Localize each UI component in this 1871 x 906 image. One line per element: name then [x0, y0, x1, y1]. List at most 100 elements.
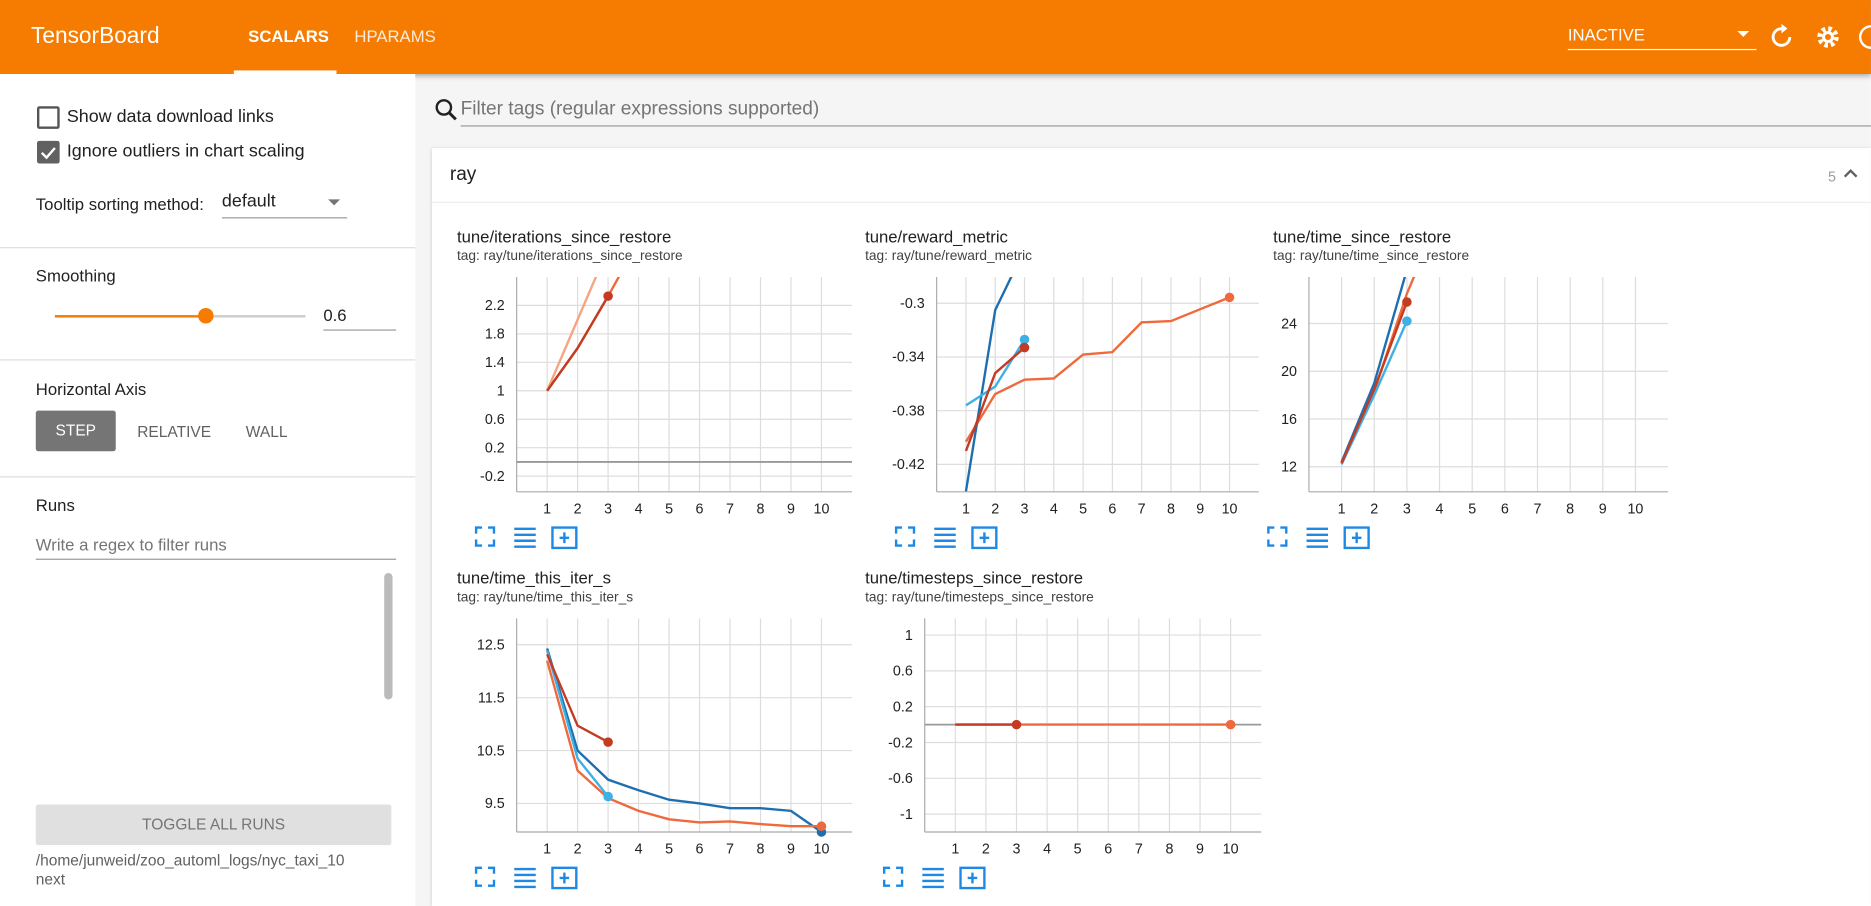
- status-select[interactable]: INACTIVE: [1567, 25, 1757, 51]
- series-point: [1225, 719, 1236, 730]
- y-tick-label: -0.42: [892, 457, 925, 473]
- checkbox[interactable]: [36, 106, 60, 129]
- series-point: [603, 291, 613, 301]
- run-filter[interactable]: Write a regex to filter runs: [35, 535, 397, 560]
- x-tick-label: 6: [696, 841, 704, 857]
- tab[interactable]: SCALARS: [248, 26, 329, 46]
- y-tick-label: -0.3: [900, 296, 925, 312]
- slider-track[interactable]: [54, 307, 306, 324]
- x-tick-label: 7: [1138, 501, 1146, 517]
- fit-domain-button[interactable]: [959, 866, 986, 890]
- series-point: [603, 737, 613, 747]
- toggle-log-button[interactable]: [922, 867, 944, 889]
- x-tick-label: 1: [543, 841, 551, 857]
- chart: tune/timesteps_since_restore tag: ray/tun…: [865, 569, 1262, 890]
- x-tick-label: 2: [982, 841, 990, 857]
- smoothing-input[interactable]: 0.6: [323, 306, 397, 331]
- group-name: ray: [449, 164, 477, 186]
- x-tick-label: 1: [962, 501, 970, 517]
- fit-domain-button[interactable]: [551, 526, 578, 550]
- toggle-log-button[interactable]: [934, 527, 956, 548]
- x-tick-label: 8: [757, 841, 765, 857]
- series-line: [964, 296, 1230, 443]
- series-point: [816, 821, 827, 831]
- x-tick-label: 8: [1165, 841, 1173, 857]
- icon-stroke: [882, 866, 904, 887]
- checkbox-checked[interactable]: [36, 140, 60, 164]
- icon-stroke: [971, 526, 998, 550]
- tooltip-select[interactable]: default: [221, 190, 348, 219]
- fullscreen-button[interactable]: [894, 526, 916, 547]
- x-tick-label: 6: [1501, 501, 1509, 517]
- x-tick-label: 3: [1021, 501, 1029, 517]
- section-label: Smoothing: [35, 266, 116, 286]
- axis-button-active[interactable]: STEP: [35, 410, 116, 452]
- collapse-icon[interactable]: [1842, 167, 1859, 179]
- y-tick-label: 0.6: [893, 664, 913, 680]
- dropdown-arrow: [1737, 31, 1750, 43]
- x-tick-label: 10: [1223, 841, 1239, 857]
- y-tick-label: -0.34: [892, 350, 925, 366]
- axis-button[interactable]: WALL: [245, 422, 288, 441]
- chart-toolbar: [474, 526, 578, 550]
- tag-filter[interactable]: Filter tags (regular expressions support…: [460, 99, 1871, 127]
- toggle-log-button[interactable]: [514, 867, 536, 889]
- toggle-log-button[interactable]: [1306, 527, 1329, 548]
- x-tick-label: 4: [1436, 501, 1444, 517]
- x-tick-label: 5: [1468, 501, 1476, 517]
- icon-stroke: [551, 866, 578, 890]
- fullscreen-button[interactable]: [882, 866, 904, 887]
- axis-button[interactable]: RELATIVE: [137, 422, 212, 441]
- tooltip-value: default: [221, 190, 276, 212]
- chart: tune/iterations_since_restore tag: ray/tu…: [457, 227, 852, 550]
- tab[interactable]: HPARAMS: [354, 26, 436, 46]
- chart-subtitle: tag: ray/tune/time_this_iter_s: [457, 590, 633, 605]
- series-point: [1402, 297, 1412, 307]
- x-tick-label: 4: [635, 841, 643, 857]
- x-tick-label: 10: [814, 501, 830, 517]
- slider-knob[interactable]: [198, 307, 214, 324]
- fit-domain-button[interactable]: [1343, 526, 1370, 550]
- reload-icon[interactable]: [1768, 23, 1794, 50]
- chart-title: tune/iterations_since_restore: [457, 227, 671, 246]
- x-tick-label: 3: [604, 841, 612, 857]
- x-tick-label: 10: [1627, 501, 1643, 517]
- x-tick-label: 7: [726, 501, 734, 517]
- fullscreen-button[interactable]: [1267, 526, 1288, 547]
- group-count: 5: [1827, 168, 1836, 186]
- icon-stroke: [474, 866, 496, 887]
- chart-title: tune/time_this_iter_s: [457, 569, 611, 588]
- x-tick-label: 5: [1074, 841, 1082, 857]
- fullscreen-button[interactable]: [474, 526, 496, 547]
- chart: tune/time_since_restore tag: ray/tune/tim…: [1267, 227, 1669, 550]
- fit-domain-button[interactable]: [971, 526, 998, 550]
- chart-subtitle: tag: ray/tune/reward_metric: [865, 248, 1032, 263]
- divider: [0, 476, 416, 478]
- series-point: [1019, 334, 1030, 345]
- chart: tune/reward_metric tag: ray/tune/reward_m…: [865, 227, 1259, 550]
- toggle-runs-button[interactable]: TOGGLE ALL RUNS: [35, 804, 392, 846]
- y-tick-label: -0.6: [888, 771, 913, 787]
- chart-title: tune/reward_metric: [865, 227, 1008, 246]
- icon-stroke: [934, 527, 956, 548]
- scrollbar: [384, 572, 393, 700]
- x-tick-label: 4: [1043, 841, 1051, 857]
- y-tick-label: 16: [1281, 412, 1297, 428]
- toggle-log-button[interactable]: [514, 527, 536, 548]
- y-tick-label: 1: [905, 628, 913, 644]
- icon-stroke: [559, 872, 570, 884]
- y-tick-label: 24: [1281, 316, 1297, 332]
- x-tick-label: 9: [1599, 501, 1607, 517]
- settings-icon[interactable]: [1815, 24, 1841, 50]
- x-tick-label: 3: [1403, 501, 1411, 517]
- tab-indicator: [233, 70, 337, 75]
- icon-stroke: [959, 866, 986, 890]
- y-tick-label: 10.5: [477, 743, 505, 759]
- fullscreen-button[interactable]: [474, 866, 496, 887]
- icon-stroke: [559, 532, 570, 544]
- series-line: [546, 295, 610, 392]
- help-icon[interactable]: [1859, 25, 1871, 49]
- y-tick-label: 1.8: [485, 327, 505, 343]
- fit-domain-button[interactable]: [551, 866, 578, 890]
- x-tick-label: 2: [991, 501, 999, 517]
